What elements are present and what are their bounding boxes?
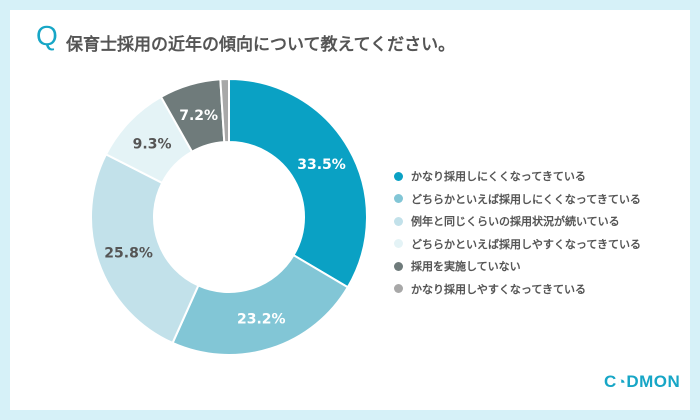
legend-swatch — [394, 261, 403, 271]
legend-swatch — [394, 171, 403, 181]
legend-item: どちらかといえば採用しやすくなってきている — [394, 233, 641, 256]
legend-item: 採用を実施していない — [394, 255, 641, 278]
legend-swatch — [394, 216, 403, 226]
slice-label-4: 7.2% — [179, 108, 218, 124]
page-title: 保育士採用の近年の傾向について教えてください。 — [66, 35, 456, 55]
legend-swatch — [394, 239, 403, 249]
slice-label-1: 23.2% — [237, 311, 286, 327]
legend-label: 採用を実施していない — [411, 260, 521, 274]
legend-item: 例年と同じくらいの採用状況が続いている — [394, 210, 641, 233]
donut-slice-5 — [219, 77, 230, 144]
legend-label: 例年と同じくらいの採用状況が続いている — [411, 215, 620, 229]
codmon-logo: C◔DMON — [604, 372, 681, 391]
slice-label-2: 25.8% — [104, 245, 153, 261]
legend-item: どちらかといえば採用しにくくなってきている — [394, 188, 641, 211]
legend-item: かなり採用しやすくなってきている — [394, 278, 641, 301]
legend: かなり採用しにくくなってきているどちらかといえば採用しにくくなってきている 例年と… — [394, 165, 641, 300]
legend-label: かなり採用しやすくなってきている — [411, 282, 587, 296]
slice-label-3: 9.3% — [133, 136, 172, 152]
question-mark: Q — [36, 20, 58, 51]
legend-label: どちらかといえば採用しにくくなってきている — [411, 192, 641, 206]
slice-label-0: 33.5% — [297, 157, 346, 173]
legend-swatch — [394, 284, 403, 294]
legend-swatch — [394, 194, 403, 204]
donut-slice-1 — [171, 253, 350, 356]
legend-item: かなり採用しにくくなってきている — [394, 165, 641, 188]
donut-slice-2 — [90, 153, 200, 345]
legend-label: どちらかといえば採用しやすくなってきている — [411, 237, 642, 251]
donut-slice-0 — [228, 77, 368, 289]
legend-label: かなり採用しにくくなってきている — [411, 170, 586, 184]
